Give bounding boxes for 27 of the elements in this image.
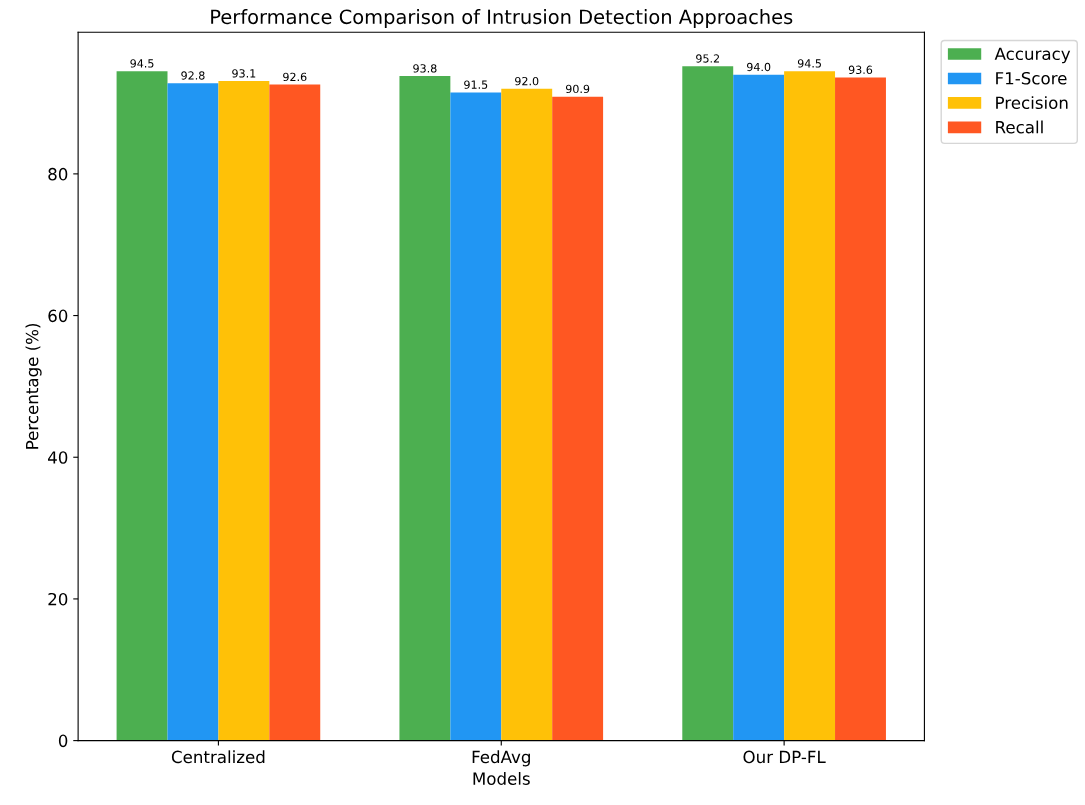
x-tick-label: Centralized [171,750,265,764]
legend-label: F1-Score [996,71,1067,85]
y-tick-label: 80 [48,167,68,181]
y-tick-label: 40 [48,451,68,464]
data-label: 92.8 [181,71,205,80]
legend-label: Recall [996,120,1043,134]
x-tick-label: FedAvg [472,750,530,767]
data-label: 94.5 [797,59,821,68]
data-label: 94.0 [747,62,771,72]
data-label: 92.0 [515,76,539,86]
data-label: 93.6 [848,65,873,74]
legend-label: Precision [996,96,1068,110]
y-tick-label: 20 [48,592,68,606]
x-axis-title: Models [473,772,530,785]
data-label: 91.5 [464,80,488,89]
data-label: 95.2 [696,54,720,63]
data-label: 90.9 [565,84,590,94]
y-tick-label: 0 [58,734,68,748]
y-tick-label: 60 [48,309,68,323]
legend-label: Accuracy [994,47,1071,64]
x-tick-label: Our DP-FL [743,750,826,764]
data-label: 93.8 [413,64,437,73]
y-axis-title: Percentage (%) [25,323,42,449]
data-label: 92.6 [283,72,307,82]
data-label: 94.5 [130,59,154,68]
chart-title: Performance Comparison of Intrusion Detection Approaches [211,9,793,28]
data-label: 93.1 [232,69,256,78]
